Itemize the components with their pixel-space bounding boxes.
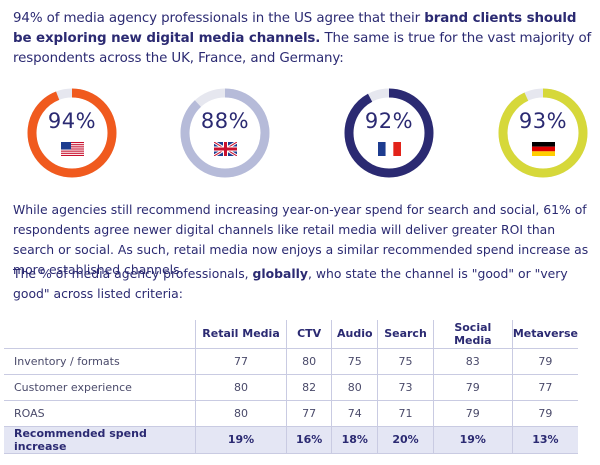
gauge-arc (498, 88, 588, 178)
table-cell: 75 (377, 348, 434, 375)
gauge-value: 93% (518, 109, 568, 133)
intro-bold: brand clients should be exploring new di… (13, 11, 577, 46)
uk-flag-icon (214, 142, 237, 156)
column-header: Retail Media (195, 320, 287, 349)
table-cell: 80 (195, 400, 287, 427)
gauge-france: 92% (342, 86, 436, 180)
germany-flag-icon (532, 142, 555, 156)
intro-part2: The same is true for the vast majority o… (13, 31, 592, 66)
column-header: Audio (331, 320, 379, 349)
table-cell: 79 (512, 348, 578, 375)
intro-part1: 94% of media agency professionals in the… (13, 11, 425, 26)
table-cell: 77 (286, 400, 333, 427)
table-cell: 80 (331, 374, 379, 401)
gauge-arc (344, 88, 434, 178)
table-cell: 75 (331, 348, 379, 375)
gauge-ring (498, 88, 588, 178)
table-cell: 16% (286, 426, 333, 454)
gauge-arc (180, 88, 270, 178)
channel-ratings-table: Retail Media CTV Audio Search Social Med… (4, 320, 578, 454)
table-header-row: Retail Media CTV Audio Search Social Med… (4, 320, 578, 349)
criteria-part1: The % of media agency professionals, (13, 266, 253, 281)
table-cell: 79 (433, 400, 513, 427)
table-cell: 71 (377, 400, 434, 427)
column-header (4, 320, 197, 349)
table-cell: 77 (195, 348, 287, 375)
criteria-part2: , who state the channel is "good" or "ve… (13, 266, 568, 301)
france-flag-icon (378, 142, 401, 156)
table-total-row: Recommended spend increase 19% 16% 18% 2… (4, 426, 578, 454)
table-cell: 80 (286, 348, 333, 375)
gauge-value: 92% (364, 109, 414, 133)
gauge-ring (180, 88, 270, 178)
table-cell: 19% (433, 426, 513, 454)
table-cell: 80 (195, 374, 287, 401)
table-cell: 79 (512, 400, 578, 427)
table-cell: 77 (512, 374, 578, 401)
table-cell: 83 (433, 348, 513, 375)
criteria-intro: The % of media agency professionals, glo… (13, 264, 595, 304)
table-cell: 82 (286, 374, 333, 401)
gauge-ring (344, 88, 434, 178)
retail-media-paragraph: While agencies still recommend increasin… (13, 202, 589, 277)
country-gauges: 94% 88% (0, 86, 600, 186)
row-label: Recommended spend increase (4, 426, 197, 454)
table-cell: 18% (331, 426, 379, 454)
gauge-value: 94% (47, 109, 97, 133)
table-cell: 79 (433, 374, 513, 401)
table-cell: 19% (195, 426, 287, 454)
table-cell: 73 (377, 374, 434, 401)
table-row: ROAS 80 77 74 71 79 79 (4, 400, 578, 427)
table-cell: 20% (377, 426, 434, 454)
gauge-ring (27, 88, 117, 178)
column-header: CTV (286, 320, 333, 349)
table-row: Inventory / formats 77 80 75 75 83 79 (4, 348, 578, 375)
gauge-us: 94% (25, 86, 119, 180)
table-cell: 74 (331, 400, 379, 427)
column-header: Social Media (433, 320, 513, 349)
criteria-bold: globally (252, 266, 308, 281)
gauge-germany: 93% (496, 86, 590, 180)
table-cell: 13% (512, 426, 578, 454)
column-header: Metaverse (512, 320, 578, 349)
table-row: Customer experience 80 82 80 73 79 77 (4, 374, 578, 401)
intro-text: 94% of media agency professionals in the… (13, 9, 593, 69)
gauge-value: 88% (200, 109, 250, 133)
us-flag-icon (61, 142, 84, 156)
column-header: Search (377, 320, 434, 349)
row-label: Inventory / formats (4, 348, 197, 375)
row-label: Customer experience (4, 374, 197, 401)
gauge-uk: 88% (178, 86, 272, 180)
gauge-arc (27, 88, 117, 178)
row-label: ROAS (4, 400, 197, 427)
